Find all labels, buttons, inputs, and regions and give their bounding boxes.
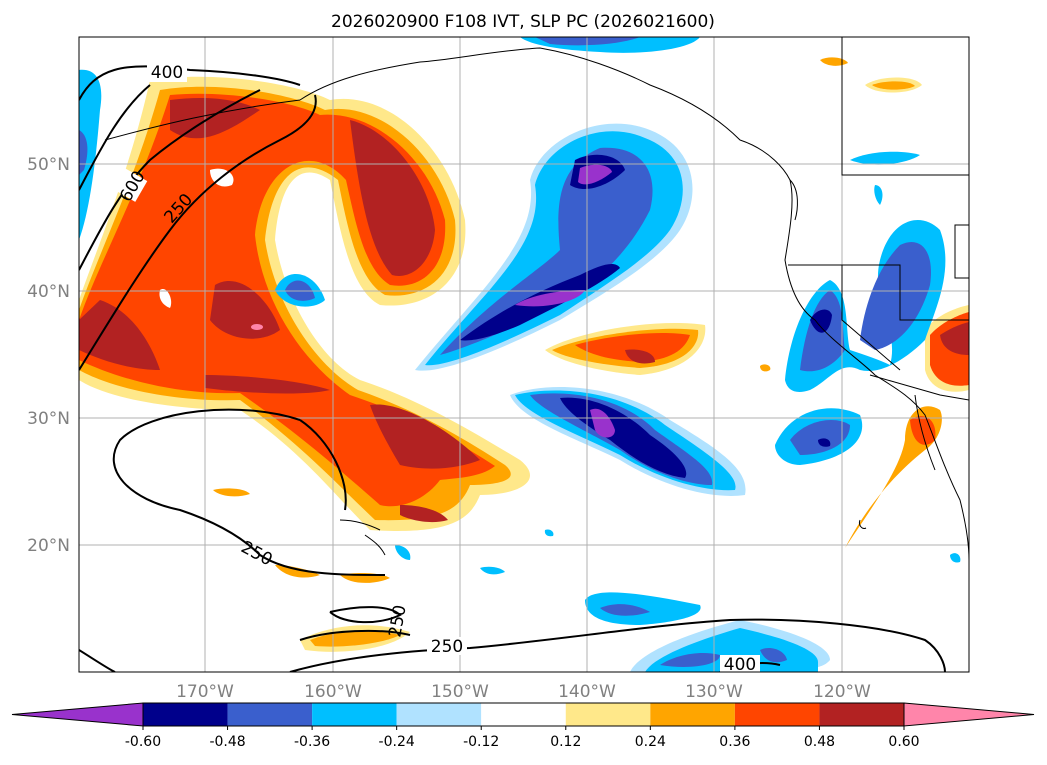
slp-contours (79, 65, 946, 672)
lon-label-140w: 140°W (558, 682, 616, 702)
colorbar-swatch (481, 703, 566, 726)
colorbar-swatch (734, 703, 820, 726)
lat-label-20n: 20°N (27, 536, 70, 556)
lon-label-160w: 160°W (304, 682, 362, 702)
lon-label-130w: 130°W (685, 682, 743, 702)
colorbar-tick-label: -0.60 (125, 734, 161, 750)
colorbar-swatch (227, 703, 313, 726)
colorbar-tick-label: 0.12 (550, 734, 581, 750)
colorbar-tick-label: 0.60 (888, 734, 919, 750)
colorbar-tick-label: 0.36 (719, 734, 750, 750)
map-area: 400 600 250 250 250 250 400 (79, 37, 969, 675)
colorbar-tick-label: 0.24 (635, 734, 666, 750)
coastlines (104, 47, 969, 561)
colorbar-swatch (650, 703, 735, 726)
negative-anomaly-regions (79, 37, 961, 672)
colorbar-tick-label: -0.36 (294, 734, 330, 750)
latitude-labels: 50°N 40°N 30°N 20°N (27, 155, 70, 556)
contour-label-250-southeast: 250 (431, 637, 463, 657)
colorbar-tick-label: -0.48 (209, 734, 245, 750)
contour-label-400-north: 400 (151, 63, 183, 83)
lon-label-150w: 150°W (431, 682, 489, 702)
lon-label-120w: 120°W (813, 682, 871, 702)
colorbar-frame (142, 702, 905, 727)
colorbar-swatch (143, 703, 228, 726)
lat-label-40n: 40°N (27, 282, 70, 302)
colorbar-swatch (565, 703, 651, 726)
slp-contour-labels: 400 600 250 250 250 250 400 (112, 62, 760, 675)
colorbar-swatch (819, 703, 904, 726)
contour-label-400-south: 400 (724, 655, 756, 675)
colorbar-tick-label: 0.48 (804, 734, 835, 750)
colorbar-swatch (312, 703, 397, 726)
colorbar-tick-label: -0.24 (379, 734, 415, 750)
colorbar-swatch (396, 703, 482, 726)
graticule (79, 37, 969, 672)
lat-label-30n: 30°N (27, 409, 70, 429)
political-borders (788, 37, 969, 401)
colorbar-extend-max (903, 702, 1035, 727)
longitude-labels: 170°W 160°W 150°W 140°W 130°W 120°W (176, 682, 871, 702)
map-frame (78, 36, 970, 673)
colorbar-tick-label: -0.12 (463, 734, 499, 750)
lat-label-50n: 50°N (27, 155, 70, 175)
lon-label-170w: 170°W (176, 682, 234, 702)
colorbar: -0.60 -0.48 -0.36 -0.24 -0.12 0.12 0.24 0.36 0.4… (11, 702, 1035, 750)
colorbar-extend-min (11, 702, 144, 727)
positive-anomaly-small-patches (213, 57, 969, 652)
positive-anomaly-west (79, 76, 531, 531)
map-title: 2026020900 F108 IVT, SLP PC (2026021600) (331, 12, 715, 32)
